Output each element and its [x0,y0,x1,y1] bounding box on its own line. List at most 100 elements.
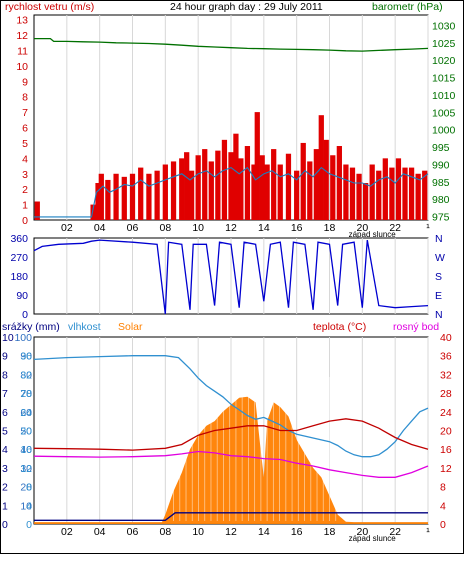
x-tick-label: 10 [192,526,204,538]
barometer-line [34,37,429,52]
rain-tick-label: 6 [2,407,8,419]
wind-bar [259,155,265,220]
rain-tick-label: 3 [2,463,8,475]
humidity-tick-label: 20 [20,482,32,494]
x-tick-label: ¹ [426,526,430,538]
humidity-tick-label: 10 [20,500,32,512]
wind-bar [195,155,201,220]
solar-area [34,396,428,524]
solar-tick-label: 4 [26,500,32,512]
rain-tick-label: 7 [2,388,8,400]
wind-tick-label: 5 [22,138,28,150]
rain-tick-label: 2 [2,482,8,494]
temperature-tick-label: 4 [440,500,446,512]
barometer-tick-label: 1025 [432,38,456,50]
solar-tick-label: 12 [20,463,32,475]
wind-bar [264,164,270,220]
barometer-tick-label: 980 [432,194,450,206]
x-tick-label: 08 [159,526,171,538]
solar-tick-label: 24 [20,407,32,419]
barometer-tick-label: 1020 [432,55,456,67]
x-tick-label: 20 [356,222,368,234]
temperature-tick-label: 20 [440,426,452,438]
temperature-humidity-panel: 0123456789101020304050607080901000481216… [2,332,452,543]
x-tick-label: 18 [324,526,336,538]
humidity-tick-label: 60 [20,407,32,419]
x-tick-label: 10 [192,222,204,234]
wind-average-line [34,166,429,218]
barometer-tick-label: 975 [432,212,450,224]
wind-bar [343,164,349,220]
x-tick-label: 20 [356,526,368,538]
wind-bar [251,164,257,220]
wind-bar [146,173,152,220]
wind-tick-label: 11 [17,45,28,57]
x-tick-label: 22 [389,526,401,538]
temperature-line [33,418,429,451]
x-tick-label: 02 [61,222,73,234]
compass-tick-label: W [435,252,445,264]
compass-tick-label: E [435,290,442,302]
wind-tick-label: 1 [22,200,28,212]
wind-bar [349,167,356,220]
solar-tick-label: 16 [20,444,32,456]
rain-tick-label: 5 [2,426,8,438]
x-tick-label: ¹ [426,222,430,234]
temperature-tick-label: 36 [440,351,452,363]
wind-bar [285,153,292,220]
wind-bar [330,155,336,220]
wind-bar [336,146,342,220]
humidity-tick-label: 30 [20,463,32,475]
wind-bar [105,179,111,220]
wind-bar [422,170,428,220]
solar-tick-label: 20 [20,426,32,438]
wind-bar [254,112,260,220]
barometer-tick-label: 995 [432,142,450,154]
humidity-tick-label: 100 [14,332,32,344]
humidity-tick-label: 40 [20,444,32,456]
wind-tick-label: 13 [16,15,28,27]
wind-bar [113,173,119,220]
wind-bar [208,161,214,220]
solar-tick-label: 0 [26,519,32,531]
x-tick-label: 06 [127,222,139,234]
rain-tick-label: 10 [2,332,14,344]
direction-tick-label: 180 [10,271,28,283]
sunset-label: západ slunce [349,534,397,543]
barometer-axis-label: barometr (hPa) [372,1,443,13]
temperature-tick-label: 0 [440,519,446,531]
barometer-tick-label: 1015 [432,73,456,85]
x-tick-label: 12 [225,222,237,234]
wind-bar [395,158,402,220]
wind-bar [228,152,234,220]
solar-tick-label: 32 [20,369,32,381]
x-tick-label: 12 [225,526,237,538]
barometer-tick-label: 1005 [432,107,456,119]
wind-axis-label: rychlost vetru (m/s) [5,1,94,13]
humidity-axis-label: vlhkost [68,321,101,333]
x-tick-label: 08 [159,222,171,234]
compass-tick-label: N [435,309,443,321]
temperature-tick-label: 12 [440,463,452,475]
wind-bar [376,170,382,220]
x-tick-label: 04 [94,222,106,234]
wind-tick-label: 0 [22,215,28,227]
wind-tick-label: 9 [22,76,28,88]
temperature-tick-label: 40 [440,332,452,344]
wind-bar [233,133,239,220]
direction-tick-label: 90 [16,290,28,302]
rain-line [34,512,428,521]
x-tick-label: 06 [127,526,139,538]
barometer-tick-label: 1010 [432,90,456,102]
x-tick-label: 16 [291,222,303,234]
wind-bar [369,164,375,220]
barometer-tick-label: 1030 [432,20,456,32]
sunset-label: západ slunce [349,230,397,239]
wind-bar [389,167,395,220]
wind-tick-label: 7 [22,107,28,119]
rain-tick-label: 1 [2,500,8,512]
rain-tick-label: 0 [2,519,8,531]
direction-tick-label: 360 [10,233,28,245]
wind-bar [277,164,283,220]
solar-tick-label: 28 [20,388,32,400]
